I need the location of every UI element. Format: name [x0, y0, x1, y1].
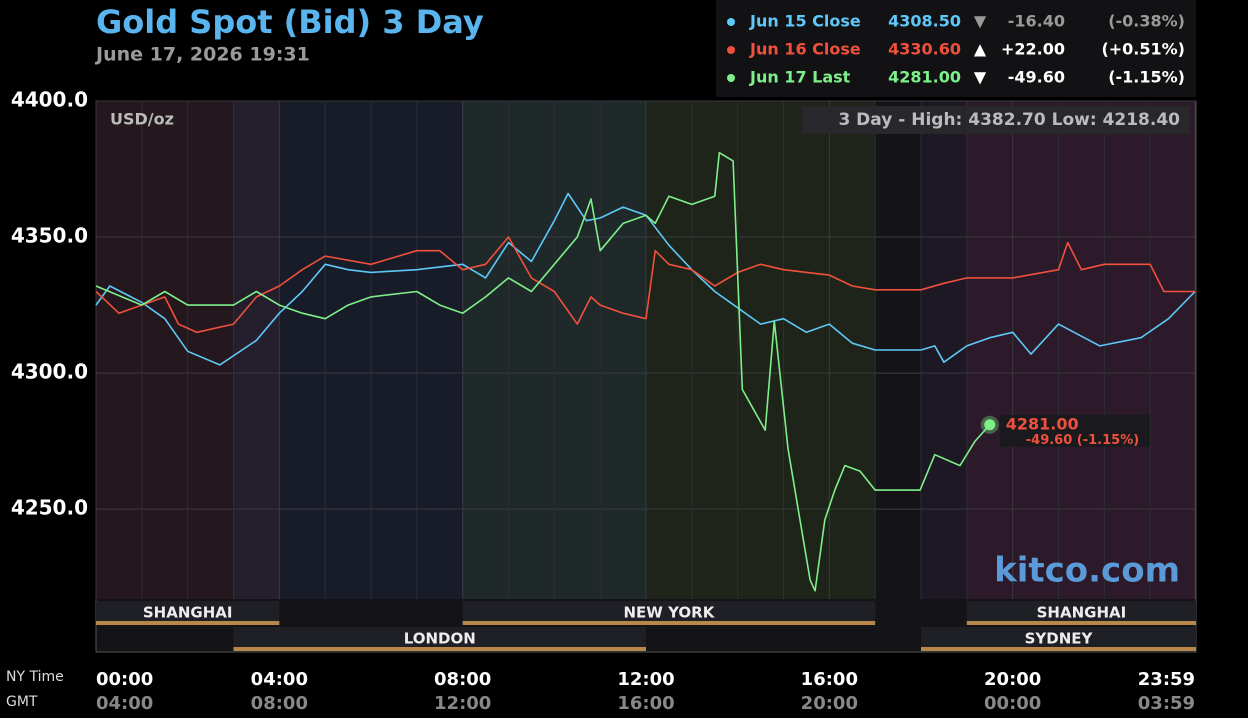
legend-change-pct: (-0.38%): [1108, 12, 1185, 31]
last-label-box: [999, 414, 1150, 447]
session-line: [233, 647, 646, 651]
low-label: Low:: [1052, 110, 1097, 130]
high-low-box: [802, 106, 1190, 134]
x2-tick-label: 00:00: [984, 693, 1041, 714]
session-label: NEW YORK: [624, 604, 716, 622]
chart-title: Gold Spot (Bid) 3 Day: [96, 3, 484, 41]
x2-tick-label: 03:59: [1138, 693, 1195, 714]
x2-tick-label: 12:00: [434, 693, 491, 714]
series-line: [95, 151, 991, 592]
legend-arrow: ▼: [974, 68, 987, 87]
legend-close: 4330.60: [888, 40, 961, 59]
legend-change: +22.00: [1001, 40, 1065, 59]
session-label: SHANGHAI: [1037, 604, 1127, 622]
legend-dot: [727, 18, 735, 26]
unit-label: USD/oz: [110, 110, 174, 129]
legend-change-pct: (-1.15%): [1108, 68, 1185, 87]
x2-tick-label: 08:00: [251, 693, 308, 714]
last-change-pct: (-1.15%): [1077, 432, 1139, 447]
x-axis-label: NY Time: [6, 669, 64, 685]
session-label: LONDON: [404, 630, 476, 648]
high-low: 3 Day - High: 4382.70 Low: 4218.40: [838, 110, 1180, 130]
legend-change-pct: (+0.51%): [1101, 40, 1185, 59]
y-tick-label: 4350.0: [11, 224, 88, 248]
legend-dot: [727, 74, 735, 82]
y-tick-label: 4300.0: [11, 360, 88, 384]
y-tick-label: 4400.0: [11, 88, 88, 112]
last-change: -49.60 (-1.15%): [1026, 432, 1139, 447]
session-label: SHANGHAI: [143, 604, 233, 622]
legend-arrow: ▼: [974, 12, 987, 31]
watermark: kitco.com: [994, 551, 1180, 591]
x-tick-label: 04:00: [251, 669, 308, 690]
x-tick-label: 08:00: [434, 669, 491, 690]
low-value: 4218.40: [1103, 110, 1181, 130]
legend-name: Jun 15 Close: [749, 12, 861, 31]
y-tick-label: 4250.0: [11, 496, 88, 520]
x-tick-label: 12:00: [617, 669, 674, 690]
legend-change: -16.40: [1008, 12, 1065, 31]
legend-change: -49.60: [1008, 68, 1065, 87]
legend-name: Jun 17 Last: [749, 68, 851, 87]
x-tick-label: 00:00: [96, 669, 153, 690]
x-tick-label: 23:59: [1138, 669, 1195, 690]
legend-dot: [727, 46, 735, 54]
session-line: [966, 621, 1196, 625]
last-point: [984, 419, 996, 431]
last-value: 4281.00: [1006, 414, 1079, 433]
chart-subtitle: June 17, 2026 19:31: [94, 44, 310, 66]
last-change-value: -49.60: [1026, 432, 1073, 447]
legend-close: 4308.50: [888, 12, 961, 31]
session-tint: [966, 101, 1196, 599]
session-tint: [462, 101, 876, 599]
session-line: [921, 647, 1196, 651]
session-line: [96, 621, 280, 625]
x-tick-label: 16:00: [801, 669, 858, 690]
session-tint: [233, 101, 646, 599]
legend-arrow: ▲: [974, 40, 987, 59]
x2-tick-label: 20:00: [801, 693, 858, 714]
series-line: [95, 236, 1196, 334]
x2-tick-label: 16:00: [617, 693, 674, 714]
legend-close: 4281.00: [888, 68, 961, 87]
high-label: 3 Day - High:: [838, 110, 962, 130]
x2-tick-label: 04:00: [96, 693, 153, 714]
x2-axis-label: GMT: [6, 694, 38, 710]
legend-name: Jun 16 Close: [749, 40, 861, 59]
session-line: [462, 621, 876, 625]
x-tick-label: 20:00: [984, 669, 1041, 690]
legend-box: [716, 0, 1196, 97]
session-label: SYDNEY: [1025, 630, 1094, 648]
high-value: 4382.70: [968, 110, 1046, 130]
